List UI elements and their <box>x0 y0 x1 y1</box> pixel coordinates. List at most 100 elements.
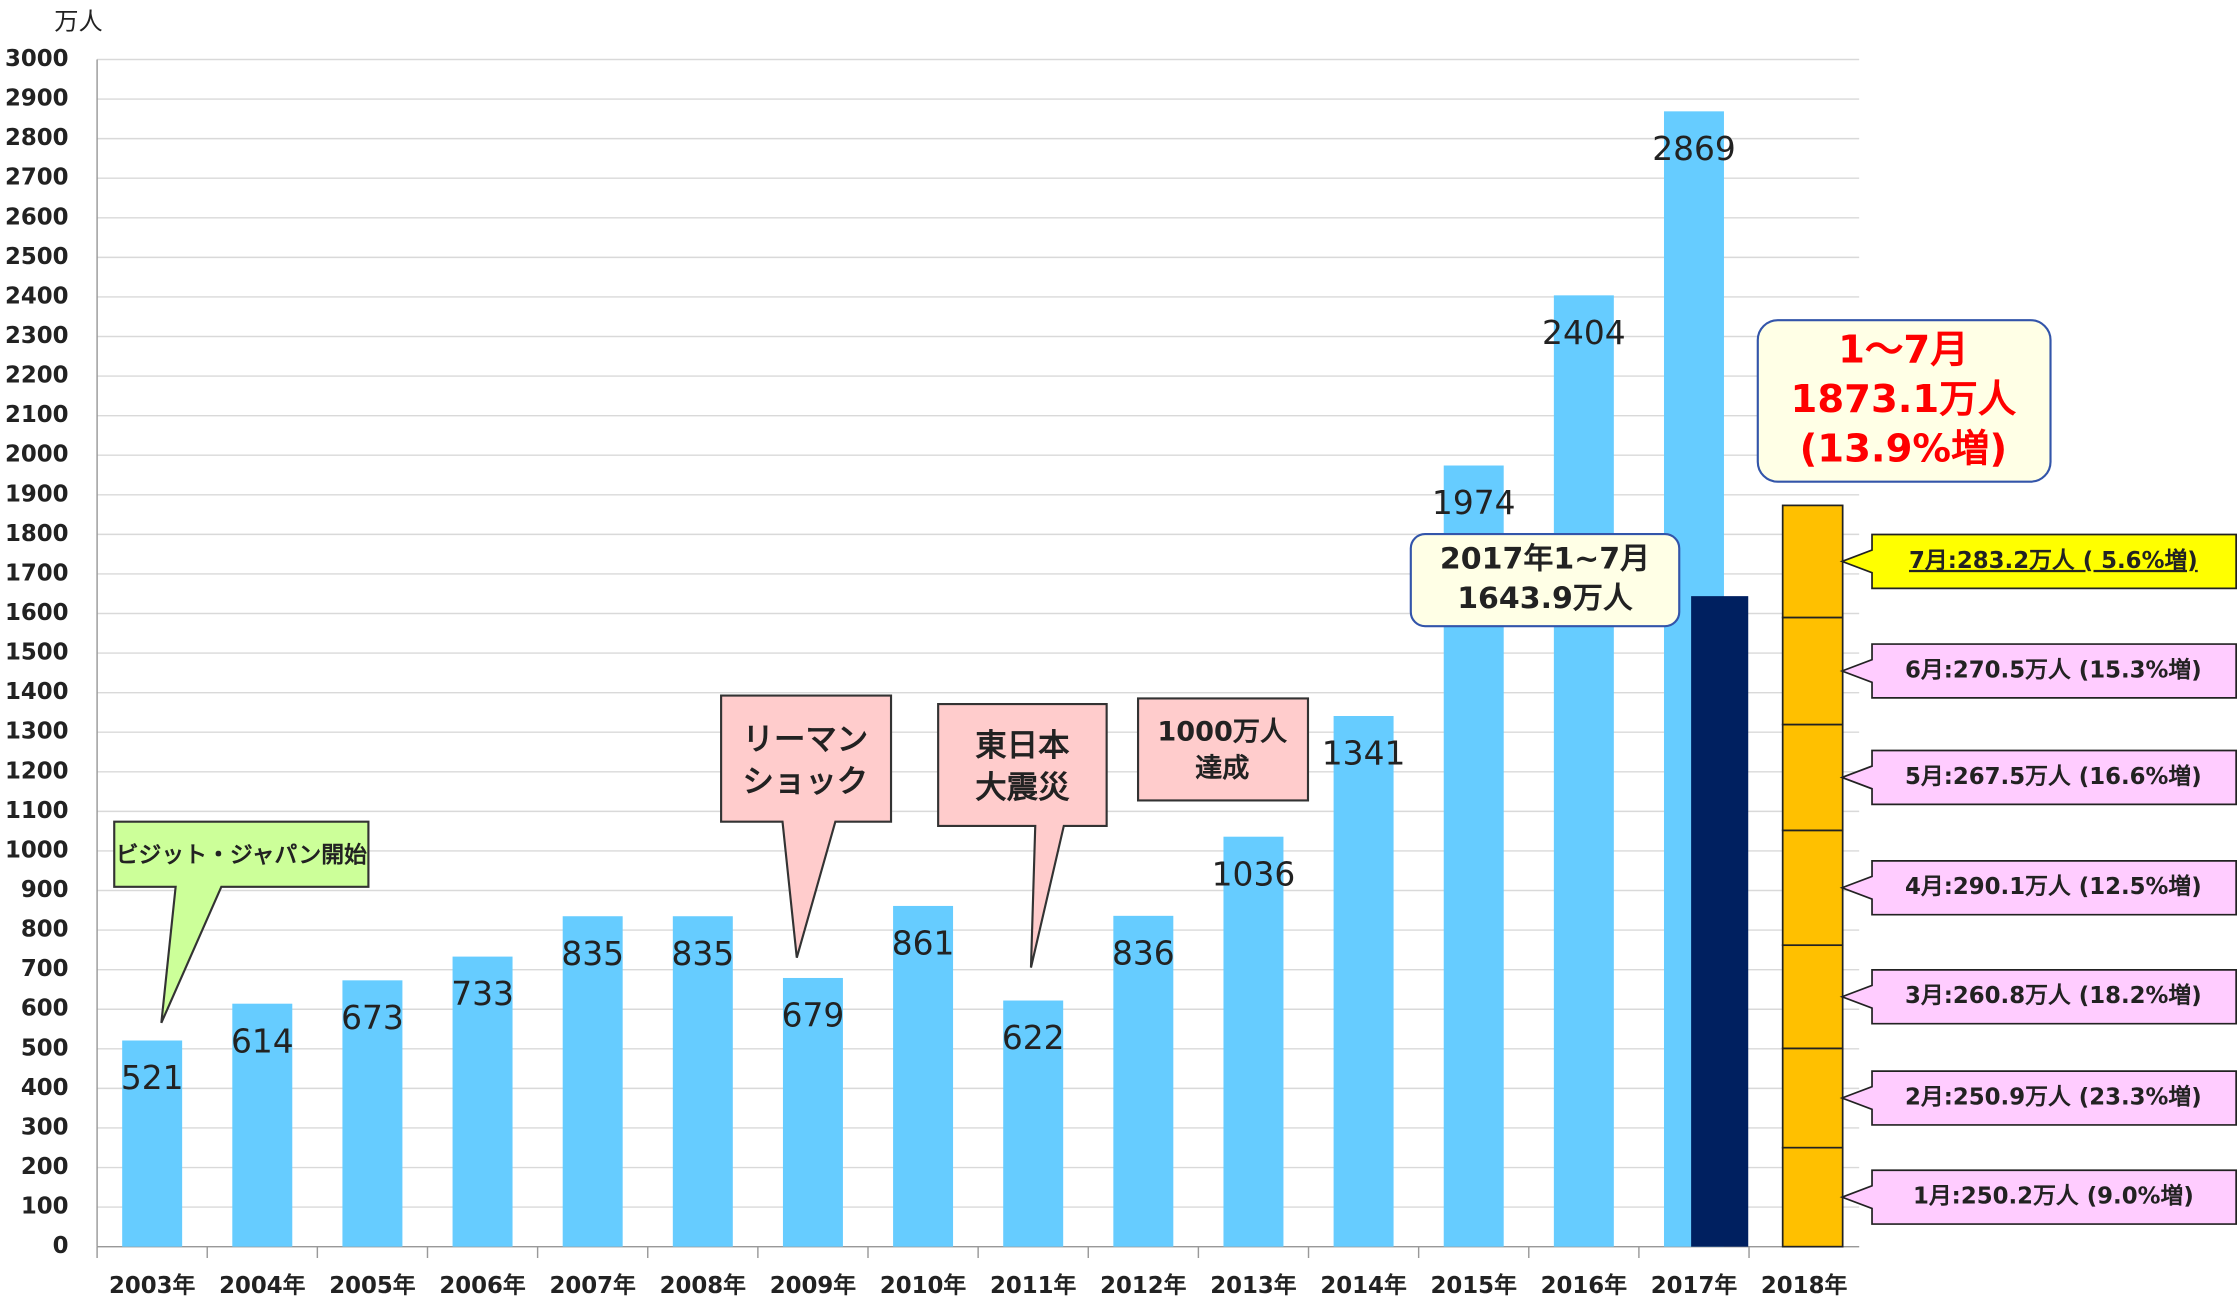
data-label: 836 <box>1112 935 1175 973</box>
x-tick-label: 2005年 <box>329 1272 416 1299</box>
x-tick-label: 2007年 <box>549 1272 636 1299</box>
x-tick-label: 2010年 <box>880 1272 967 1299</box>
x-tick-label: 2013年 <box>1210 1272 1297 1299</box>
bar <box>893 905 954 1247</box>
annotation-text-line: 東日本 <box>975 728 1070 764</box>
stack-segment <box>1781 616 1844 726</box>
x-tick-label: 2004年 <box>219 1272 306 1299</box>
total-label-line: 1～7月 <box>1838 327 1969 372</box>
stack-segment <box>1781 944 1844 1050</box>
y-tick-label: 800 <box>21 917 69 943</box>
y-tick-label: 1100 <box>5 798 69 824</box>
month-label: 5月:267.5万人 (16.6%増) <box>1905 763 2202 790</box>
y-tick-label: 900 <box>21 877 69 903</box>
month-callout <box>1839 533 2238 590</box>
bar <box>1223 836 1284 1247</box>
annotation-text: ビジット・ジャパン開始 <box>116 841 367 868</box>
partial-label: 2017年1~7月 1643.9万人 <box>1440 541 1650 616</box>
annotation-text-line: 大震災 <box>975 770 1070 806</box>
month-label: 4月:290.1万人 (12.5%増) <box>1905 873 2202 900</box>
partial-bar <box>1691 596 1749 1247</box>
data-label: 2404 <box>1542 314 1626 352</box>
bar <box>672 916 733 1247</box>
partial-label-line: 2017年1~7月 <box>1440 541 1650 576</box>
data-label: 835 <box>561 935 624 973</box>
y-tick-label: 700 <box>21 956 69 982</box>
data-label: 614 <box>231 1022 294 1060</box>
y-tick-label: 2300 <box>5 323 69 349</box>
y-tick-label: 2100 <box>5 402 69 428</box>
data-label: 673 <box>341 999 404 1037</box>
bar <box>782 977 843 1247</box>
bar <box>1003 1000 1064 1247</box>
y-tick-label: 500 <box>21 1035 69 1061</box>
stack-segment <box>1781 829 1844 947</box>
month-label: 2月:250.9万人 (23.3%増) <box>1905 1084 2202 1111</box>
bar <box>452 956 513 1247</box>
y-tick-label: 2500 <box>5 244 69 270</box>
annotation-text-line: ビジット・ジャパン開始 <box>116 841 367 868</box>
y-unit: 万人 <box>54 8 103 36</box>
bar <box>1553 295 1614 1247</box>
data-label: 733 <box>451 975 514 1013</box>
data-label: 679 <box>782 997 845 1035</box>
total-label-line: 1873.1万人 <box>1791 377 2017 422</box>
partial-box <box>1409 533 1681 628</box>
y-tick-label: 2200 <box>5 363 69 389</box>
x-tick-label: 2006年 <box>439 1272 526 1299</box>
x-tick-label: 2014年 <box>1320 1272 1407 1299</box>
data-label: 861 <box>892 925 955 963</box>
y-tick-label: 2800 <box>5 125 69 151</box>
month-callout <box>1839 643 2238 699</box>
total-box <box>1756 319 2052 483</box>
annotation-text-line: 1000万人 <box>1157 716 1287 747</box>
bar <box>1113 915 1174 1247</box>
y-tick-label: 400 <box>21 1075 69 1101</box>
month-label: 7月:283.2万人 ( 5.6%増) <box>1909 547 2198 574</box>
y-tick-label: 600 <box>21 996 69 1022</box>
month-callout <box>1839 860 2238 916</box>
y-tick-label: 100 <box>21 1194 69 1220</box>
data-label: 622 <box>1002 1019 1065 1057</box>
y-tick-label: 2700 <box>5 165 69 191</box>
annotation-box <box>720 694 893 958</box>
month-label: 6月:270.5万人 (15.3%増) <box>1905 657 2202 684</box>
y-tick-label: 1400 <box>5 679 69 705</box>
y-tick-label: 1700 <box>5 560 69 586</box>
x-tick-label: 2016年 <box>1541 1272 1628 1299</box>
annotation-box <box>113 820 370 1024</box>
x-tick-label: 2018年 <box>1761 1272 1848 1299</box>
month-label: 3月:260.8万人 (18.2%増) <box>1905 982 2202 1009</box>
y-tick-label: 1300 <box>5 719 69 745</box>
y-tick-label: 2600 <box>5 204 69 230</box>
month-callout <box>1839 969 2238 1025</box>
x-tick-label: 2009年 <box>770 1272 857 1299</box>
stack-segment <box>1781 504 1844 619</box>
x-tick-label: 2011年 <box>990 1272 1077 1299</box>
total-label-line: (13.9%増) <box>1800 426 2007 471</box>
month-callout <box>1839 1169 2238 1225</box>
bar <box>122 1040 183 1247</box>
x-tick-label: 2015年 <box>1431 1272 1518 1299</box>
stack-segment <box>1781 1146 1844 1248</box>
y-tick-label: 300 <box>21 1115 69 1141</box>
bar <box>232 1003 293 1247</box>
bar <box>562 916 623 1247</box>
annotation-text-line: ショック <box>743 764 869 800</box>
annotation-text-line: 達成 <box>1195 753 1249 784</box>
y-tick-label: 1600 <box>5 600 69 626</box>
y-tick-label: 1900 <box>5 481 69 507</box>
data-label: 1341 <box>1322 735 1406 773</box>
annotation-text: 1000万人達成 <box>1157 716 1287 783</box>
data-label: 521 <box>121 1059 184 1097</box>
annotation-text: 東日本大震災 <box>975 728 1070 806</box>
y-tick-label: 2900 <box>5 86 69 112</box>
stack-segment <box>1781 1047 1844 1149</box>
x-tick-label: 2008年 <box>660 1272 747 1299</box>
x-tick-label: 2012年 <box>1100 1272 1187 1299</box>
y-tick-label: 2000 <box>5 442 69 468</box>
annotation-box <box>1136 697 1310 802</box>
total-label: 1～7月 1873.1万人(13.9%増) <box>1791 327 2017 471</box>
